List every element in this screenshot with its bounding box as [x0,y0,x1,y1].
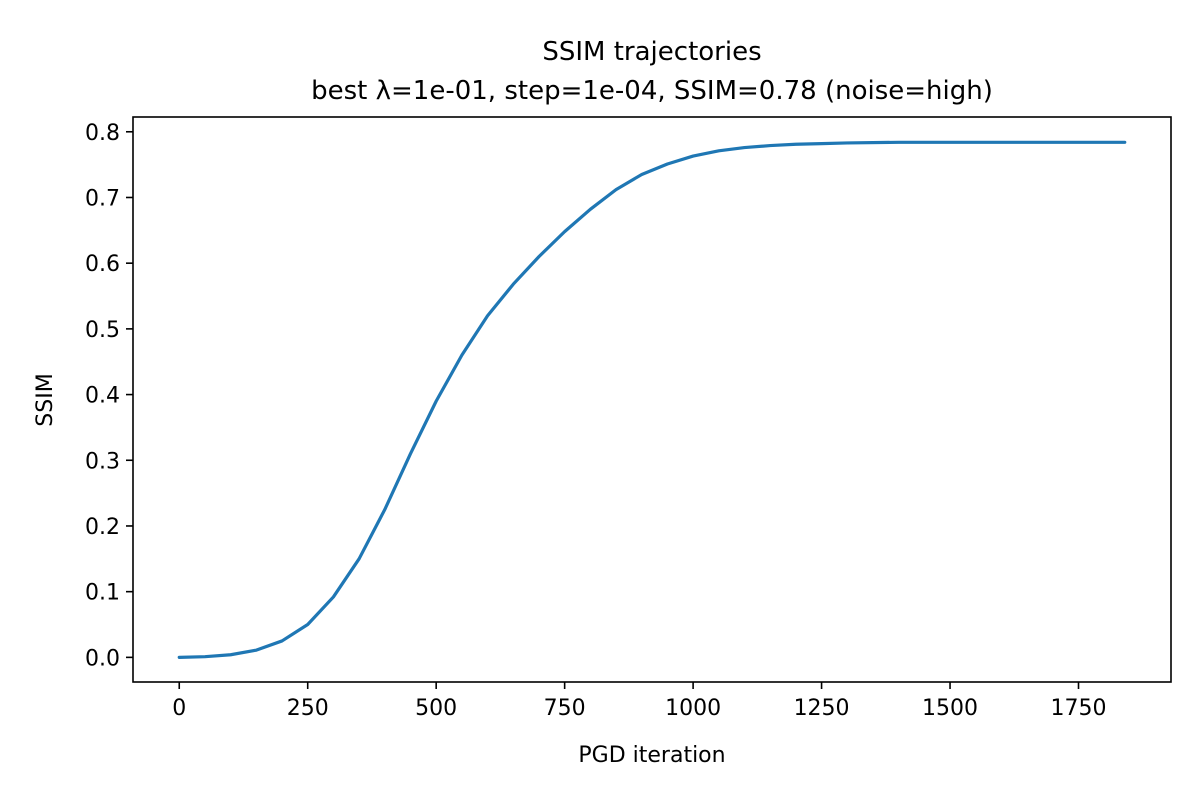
y-tick-label: 0.8 [85,121,120,146]
x-axis-label: PGD iteration [578,743,725,768]
y-tick-label: 0.2 [85,515,120,540]
x-axis: 0 250 500 750 1000 1250 1500 1750 [172,682,1107,721]
x-tick-label: 750 [544,696,586,721]
y-tick-label: 0.7 [85,186,120,211]
axes-frame [132,116,1172,683]
y-tick-label: 0.5 [85,318,120,343]
plot-area [177,140,1127,659]
x-tick-label: 1750 [1051,696,1107,721]
y-axis: 0.0 0.1 0.2 0.3 0.4 0.5 0.6 0.7 0.8 [85,121,133,671]
ssim-series-line [177,140,1127,659]
y-axis-label: SSIM [33,373,58,426]
y-tick-label: 0.3 [85,449,120,474]
y-tick-label: 0.0 [85,646,120,671]
y-tick-label: 0.6 [85,252,120,277]
chart-subtitle: best λ=1e-01, step=1e-04, SSIM=0.78 (noi… [311,76,993,106]
x-tick-label: 250 [287,696,329,721]
x-tick-label: 500 [415,696,457,721]
x-tick-label: 1500 [922,696,978,721]
x-tick-label: 1000 [665,696,721,721]
x-tick-label: 0 [172,696,186,721]
x-tick-label: 1250 [794,696,850,721]
y-tick-label: 0.4 [85,384,120,409]
y-tick-label: 0.1 [85,581,120,606]
chart-title: SSIM trajectories [542,37,761,67]
